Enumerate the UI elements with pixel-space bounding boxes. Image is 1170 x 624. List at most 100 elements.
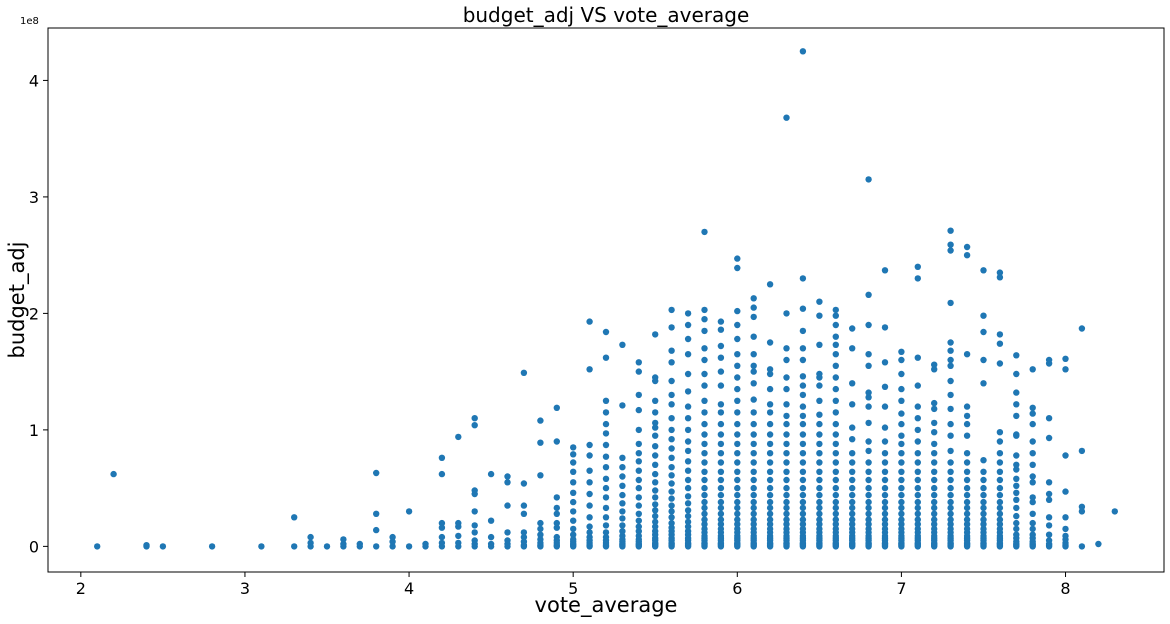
data-point — [766, 484, 774, 492]
data-point — [373, 469, 380, 477]
data-point — [947, 391, 954, 399]
data-point — [799, 345, 807, 352]
data-point — [652, 507, 659, 514]
data-point — [832, 420, 839, 428]
data-point — [1062, 452, 1069, 459]
data-point — [816, 382, 823, 389]
data-point — [947, 420, 954, 428]
data-point — [717, 504, 725, 512]
data-point — [553, 404, 560, 411]
data-point — [1045, 522, 1053, 529]
data-point — [799, 516, 807, 523]
data-point — [1013, 412, 1020, 420]
data-point — [1029, 461, 1036, 468]
data-point — [701, 498, 708, 506]
data-point — [668, 502, 675, 509]
data-point — [1013, 401, 1020, 408]
data-point — [914, 516, 921, 523]
data-point — [734, 450, 741, 457]
data-point — [766, 431, 774, 438]
data-point — [914, 484, 921, 492]
data-point — [783, 525, 790, 533]
data-point — [881, 424, 889, 431]
data-point — [668, 415, 675, 422]
data-point — [570, 498, 577, 506]
data-point — [1029, 479, 1036, 486]
data-point — [996, 269, 1004, 276]
data-point — [1013, 475, 1020, 482]
data-point — [980, 328, 987, 336]
data-point — [931, 484, 938, 492]
data-point — [816, 341, 823, 348]
data-point — [766, 476, 774, 484]
data-point — [898, 468, 905, 475]
data-point — [947, 498, 954, 506]
data-point — [783, 450, 790, 457]
data-point — [619, 522, 626, 529]
data-point — [684, 415, 692, 422]
data-point — [438, 519, 446, 527]
data-point — [783, 412, 790, 420]
data-point — [1029, 525, 1036, 533]
data-point — [865, 438, 872, 445]
data-point — [996, 510, 1004, 517]
data-point — [553, 504, 560, 512]
data-point — [717, 498, 725, 506]
data-point — [734, 504, 741, 512]
data-point — [602, 441, 610, 449]
data-point — [898, 521, 905, 528]
data-point — [963, 351, 971, 358]
data-point — [849, 468, 856, 475]
data-point — [947, 347, 954, 354]
data-point — [799, 327, 807, 335]
data-point — [996, 459, 1004, 466]
data-point — [668, 426, 675, 434]
data-point — [520, 510, 528, 517]
data-point — [734, 335, 741, 343]
data-point — [980, 312, 987, 319]
data-point — [570, 459, 577, 466]
data-point — [750, 484, 757, 492]
data-point — [865, 447, 872, 455]
data-point — [783, 476, 790, 484]
data-point — [996, 340, 1004, 347]
data-point — [684, 507, 692, 514]
data-point — [504, 473, 511, 480]
data-point — [1013, 452, 1020, 459]
data-point — [799, 275, 807, 282]
data-point — [652, 331, 659, 338]
data-point — [717, 516, 725, 523]
data-point — [520, 533, 528, 541]
data-point — [783, 484, 790, 492]
data-point — [865, 525, 872, 533]
data-point — [750, 313, 757, 321]
data-point — [799, 450, 807, 457]
data-point — [931, 399, 938, 407]
data-point — [684, 335, 692, 343]
data-point — [799, 356, 807, 364]
data-point — [1062, 355, 1069, 362]
data-point — [701, 306, 708, 314]
data-point — [734, 476, 741, 484]
data-point — [898, 420, 905, 428]
data-point — [471, 415, 478, 422]
data-point — [471, 508, 478, 515]
data-point — [717, 491, 725, 499]
data-point — [619, 508, 626, 515]
data-point — [865, 491, 872, 499]
data-point — [832, 459, 839, 466]
data-point — [1078, 325, 1086, 332]
data-point — [438, 454, 446, 461]
data-point — [1013, 496, 1020, 503]
data-point — [750, 468, 757, 475]
data-point — [635, 467, 642, 474]
data-point — [652, 443, 659, 450]
data-point — [520, 369, 528, 376]
data-point — [799, 373, 807, 380]
data-point — [783, 401, 790, 408]
data-point — [832, 476, 839, 484]
data-point — [570, 508, 577, 515]
data-point — [816, 431, 823, 438]
data-point — [832, 491, 839, 499]
data-point — [602, 409, 610, 416]
